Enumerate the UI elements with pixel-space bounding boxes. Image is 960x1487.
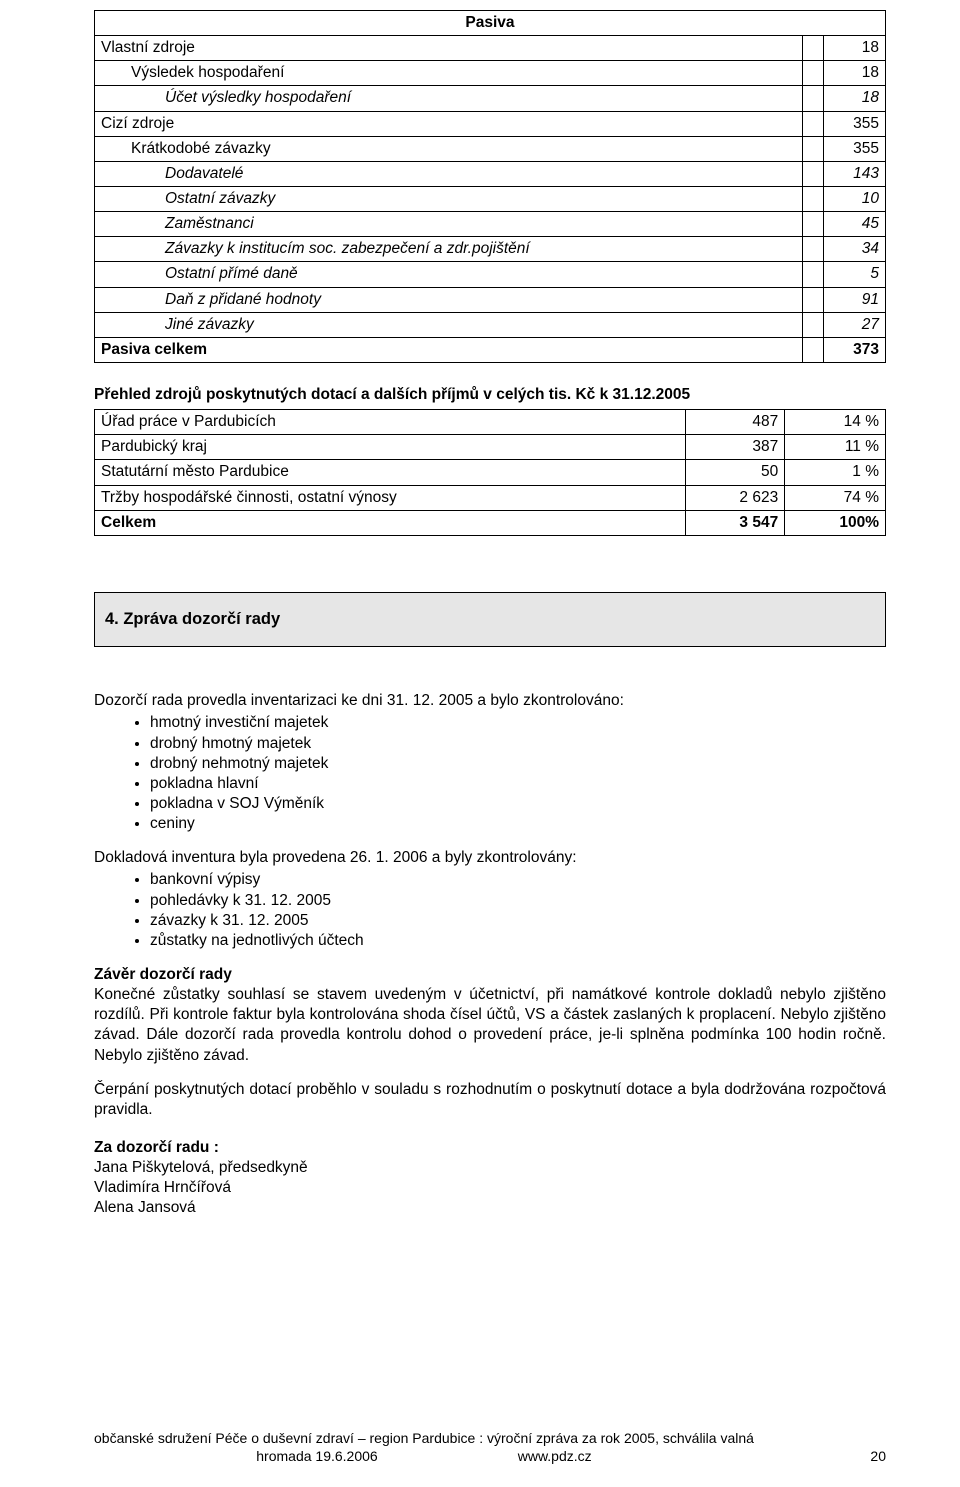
pasiva-row-label: Jiné závazky bbox=[95, 312, 803, 337]
list-item: zůstatky na jednotlivých účtech bbox=[150, 931, 886, 951]
cerpani-para: Čerpání poskytnutých dotací proběhlo v s… bbox=[94, 1080, 886, 1120]
pasiva-row-label: Účet výsledky hospodaření bbox=[95, 86, 803, 111]
prehled-row-label: Tržby hospodářské činnosti, ostatní výno… bbox=[95, 485, 686, 510]
list-item: drobný hmotný majetek bbox=[150, 734, 886, 754]
pasiva-row-label: Závazky k institucím soc. zabezpečení a … bbox=[95, 237, 803, 262]
pasiva-row-blank bbox=[802, 212, 823, 237]
prehled-row-label: Statutární město Pardubice bbox=[95, 460, 686, 485]
pasiva-row-value: 27 bbox=[823, 312, 885, 337]
pasiva-row-blank bbox=[802, 337, 823, 362]
s4-list1: hmotný investiční majetekdrobný hmotný m… bbox=[94, 713, 886, 834]
signatory-name: Vladimíra Hrnčířová bbox=[94, 1178, 886, 1198]
zaver-body: Konečné zůstatky souhlasí se stavem uved… bbox=[94, 985, 886, 1066]
pasiva-row-value: 18 bbox=[823, 86, 885, 111]
prehled-row-value: 387 bbox=[686, 435, 785, 460]
pasiva-row-blank bbox=[802, 287, 823, 312]
pasiva-row-blank bbox=[802, 111, 823, 136]
pasiva-row-blank bbox=[802, 312, 823, 337]
pasiva-table: Pasiva Vlastní zdroje 18 Výsledek hospodař… bbox=[94, 10, 886, 363]
section-4-heading: 4. Zpráva dozorčí rady bbox=[94, 592, 886, 647]
footer-line2-right: www.pdz.cz bbox=[518, 1448, 592, 1464]
footer-line2-left: hromada 19.6.2006 bbox=[256, 1448, 377, 1464]
prehled-row-pct: 1 % bbox=[785, 460, 886, 485]
prehled-row-pct: 11 % bbox=[785, 435, 886, 460]
pasiva-row-label: Výsledek hospodaření bbox=[95, 61, 803, 86]
pasiva-row-blank bbox=[802, 186, 823, 211]
pasiva-row-label: Cizí zdroje bbox=[95, 111, 803, 136]
pasiva-row-label: Ostatní přímé daně bbox=[95, 262, 803, 287]
pasiva-row-blank bbox=[802, 36, 823, 61]
pasiva-row-label: Dodavatelé bbox=[95, 161, 803, 186]
pasiva-row-value: 355 bbox=[823, 111, 885, 136]
list-item: závazky k 31. 12. 2005 bbox=[150, 911, 886, 931]
prehled-row-label: Pardubický kraj bbox=[95, 435, 686, 460]
pasiva-row-label: Zaměstnanci bbox=[95, 212, 803, 237]
pasiva-row-blank bbox=[802, 161, 823, 186]
s4-p1: Dozorčí rada provedla inventarizaci ke d… bbox=[94, 691, 886, 711]
prehled-total-pct: 100% bbox=[785, 510, 886, 535]
pasiva-row-value: 355 bbox=[823, 136, 885, 161]
prehled-total-label: Celkem bbox=[95, 510, 686, 535]
pasiva-row-value: 373 bbox=[823, 337, 885, 362]
zaver-title: Závěr dozorčí rady bbox=[94, 965, 886, 985]
pasiva-row-blank bbox=[802, 86, 823, 111]
pasiva-row-label: Daň z přidané hodnoty bbox=[95, 287, 803, 312]
prehled-row-pct: 14 % bbox=[785, 410, 886, 435]
prehled-row-value: 50 bbox=[686, 460, 785, 485]
pasiva-row-blank bbox=[802, 262, 823, 287]
prehled-table: Úřad práce v Pardubicích48714 % Pardubick… bbox=[94, 409, 886, 536]
prehled-heading: Přehled zdrojů poskytnutých dotací a dal… bbox=[94, 385, 886, 405]
pasiva-row-value: 143 bbox=[823, 161, 885, 186]
pasiva-row-value: 34 bbox=[823, 237, 885, 262]
pasiva-row-label: Vlastní zdroje bbox=[95, 36, 803, 61]
s4-p2: Dokladová inventura byla provedena 26. 1… bbox=[94, 848, 886, 868]
signatory-name: Jana Piškytelová, předsedkyně bbox=[94, 1158, 886, 1178]
pasiva-row-label: Krátkodobé závazky bbox=[95, 136, 803, 161]
pasiva-row-value: 5 bbox=[823, 262, 885, 287]
pasiva-row-value: 91 bbox=[823, 287, 885, 312]
prehled-row-value: 487 bbox=[686, 410, 785, 435]
pasiva-row-value: 45 bbox=[823, 212, 885, 237]
pasiva-row-blank bbox=[802, 136, 823, 161]
pasiva-row-label: Pasiva celkem bbox=[95, 337, 803, 362]
pasiva-row-label: Ostatní závazky bbox=[95, 186, 803, 211]
sig-label: Za dozorčí radu : bbox=[94, 1138, 886, 1158]
pasiva-title: Pasiva bbox=[95, 11, 886, 36]
pasiva-row-value: 18 bbox=[823, 61, 885, 86]
prehled-row-label: Úřad práce v Pardubicích bbox=[95, 410, 686, 435]
prehled-total-val: 3 547 bbox=[686, 510, 785, 535]
footer-line1: občanské sdružení Péče o duševní zdraví … bbox=[94, 1429, 754, 1447]
pasiva-row-value: 18 bbox=[823, 36, 885, 61]
list-item: pohledávky k 31. 12. 2005 bbox=[150, 891, 886, 911]
list-item: pokladna v SOJ Výměník bbox=[150, 794, 886, 814]
list-item: pokladna hlavní bbox=[150, 774, 886, 794]
list-item: hmotný investiční majetek bbox=[150, 713, 886, 733]
list-item: bankovní výpisy bbox=[150, 870, 886, 890]
pasiva-row-value: 10 bbox=[823, 186, 885, 211]
list-item: ceniny bbox=[150, 814, 886, 834]
pasiva-row-blank bbox=[802, 61, 823, 86]
signatory-name: Alena Jansová bbox=[94, 1198, 886, 1218]
prehled-row-value: 2 623 bbox=[686, 485, 785, 510]
s4-list2: bankovní výpisypohledávky k 31. 12. 2005… bbox=[94, 870, 886, 951]
footer-page-no: 20 bbox=[870, 1447, 886, 1465]
page-footer: občanské sdružení Péče o duševní zdraví … bbox=[94, 1429, 886, 1465]
list-item: drobný nehmotný majetek bbox=[150, 754, 886, 774]
prehled-row-pct: 74 % bbox=[785, 485, 886, 510]
pasiva-row-blank bbox=[802, 237, 823, 262]
